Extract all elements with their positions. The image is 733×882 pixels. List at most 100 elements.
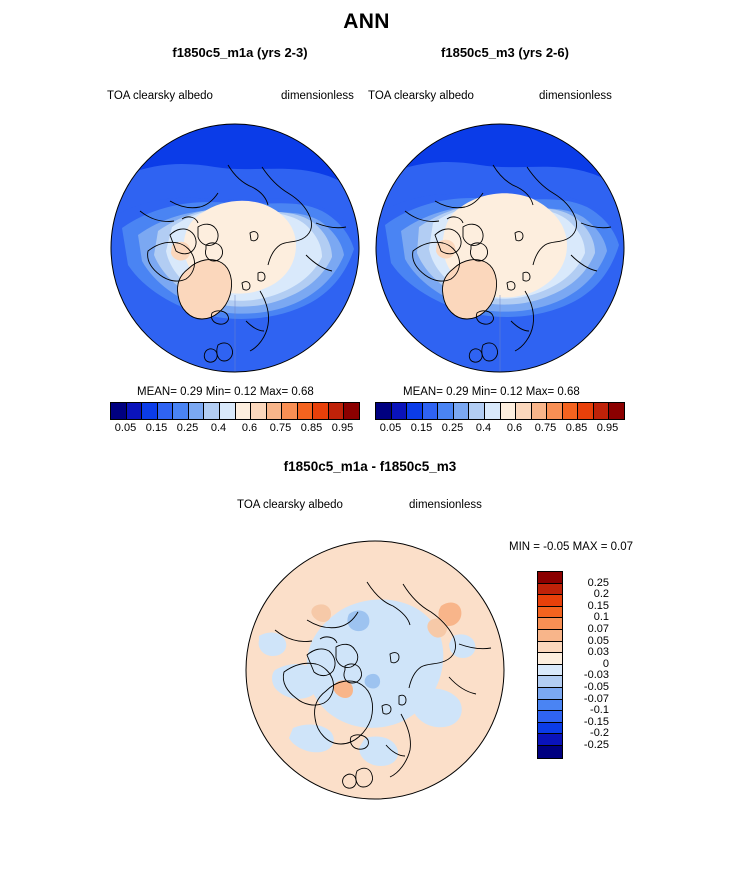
colorbar-swatch: [538, 618, 562, 630]
colorbar-tick-label: 0.6: [241, 422, 258, 434]
polar-map-right: [375, 123, 625, 373]
colorbar-swatch: [547, 403, 563, 419]
colorbar-swatch: [578, 403, 594, 419]
colorbar-tick-label: 0.15: [145, 422, 168, 434]
variable-label-difference: TOA clearsky albedo: [237, 499, 343, 511]
colorbar-swatch: [391, 403, 408, 419]
colorbar-tick-label: 0.1: [593, 611, 609, 624]
units-label-right: dimensionless: [539, 90, 612, 102]
colorbar-tick-label: -0.1: [590, 704, 609, 717]
colorbar-swatch: [142, 403, 158, 419]
colorbar-ticks-left: 0.05 0.15 0.25 0.4 0.6 0.75 0.85 0.95: [110, 422, 358, 438]
colorbar-swatch: [157, 403, 174, 419]
colorbar-swatch: [609, 403, 624, 419]
colorbar-tick-label: 0.4: [210, 422, 227, 434]
colorbar-swatch: [531, 403, 548, 419]
colorbar-swatch: [538, 641, 562, 654]
colorbar-swatch: [173, 403, 189, 419]
colorbar-swatch: [538, 583, 562, 596]
colorbar-swatch: [188, 403, 205, 419]
colorbar-swatch: [538, 734, 562, 746]
colorbar-tick-label: 0.05: [587, 634, 609, 647]
polar-map-left-svg: [110, 123, 360, 373]
colorbar-swatch: [538, 606, 562, 619]
colorbar-swatch: [219, 403, 236, 419]
colorbar-tick-label: -0.2: [590, 727, 609, 740]
colorbar-swatch: [126, 403, 143, 419]
stats-difference: MIN = -0.05 MAX = 0.07: [509, 541, 634, 553]
colorbar-tick-label: 0.15: [410, 422, 433, 434]
variable-label-left: TOA clearsky albedo: [107, 90, 213, 102]
colorbar-swatch: [538, 687, 562, 700]
colorbar-swatch: [538, 595, 562, 607]
colorbar-tick-label: 0.05: [114, 422, 137, 434]
colorbar-swatch: [376, 403, 392, 419]
colorbar-tick-label: 0.75: [534, 422, 557, 434]
colorbar-swatch: [297, 403, 314, 419]
colorbar-swatch: [235, 403, 252, 419]
colorbar-tick-label: 0.25: [441, 422, 464, 434]
colorbar-tick-label: -0.25: [583, 739, 609, 751]
colorbar-tick-label: 0.25: [176, 422, 199, 434]
colorbar-swatch: [111, 403, 127, 419]
colorbar-difference: [537, 571, 563, 759]
colorbar-tick-label: -0.03: [583, 669, 609, 682]
stats-left: MEAN= 0.29 Min= 0.12 Max= 0.68: [137, 386, 314, 398]
panel-title-right: f1850c5_m3 (yrs 2-6): [441, 45, 569, 60]
colorbar-tick-label: -0.15: [583, 715, 609, 728]
colorbar-swatch: [251, 403, 267, 419]
colorbar-ticks-right: 0.05 0.15 0.25 0.4 0.6 0.75 0.85 0.95: [375, 422, 623, 438]
colorbar-swatch: [538, 653, 562, 665]
colorbar-swatch: [422, 403, 439, 419]
variable-label-right: TOA clearsky albedo: [368, 90, 474, 102]
colorbar-swatch: [469, 403, 485, 419]
colorbar-swatch: [593, 403, 610, 419]
colorbar-tick-label: 0.95: [596, 422, 619, 434]
colorbar-swatch: [453, 403, 470, 419]
colorbar-tick-label: 0.75: [269, 422, 292, 434]
panel-title-difference: f1850c5_m1a - f1850c5_m3: [283, 459, 457, 474]
colorbar-tick-label: 0.85: [300, 422, 323, 434]
polar-map-difference-svg: [245, 540, 505, 800]
polar-map-right-svg: [375, 123, 625, 373]
main-title: ANN: [343, 10, 390, 33]
colorbar-tick-label: 0.05: [379, 422, 402, 434]
colorbar-swatch: [407, 403, 423, 419]
stats-right: MEAN= 0.29 Min= 0.12 Max= 0.68: [403, 386, 580, 398]
colorbar-tick-label: 0.07: [587, 623, 609, 635]
colorbar-swatch: [538, 629, 562, 642]
colorbar-swatch: [516, 403, 532, 419]
colorbar-swatch: [500, 403, 517, 419]
panel-title-left: f1850c5_m1a (yrs 2-3): [172, 45, 308, 60]
colorbar-swatch: [538, 745, 562, 758]
colorbar-swatch: [538, 676, 562, 688]
colorbar-swatch: [538, 711, 562, 723]
colorbar-swatch: [328, 403, 345, 419]
colorbar-tick-label: 0.25: [587, 576, 609, 589]
colorbar-tick-label: 0.03: [587, 646, 609, 659]
colorbar-tick-label: -0.07: [583, 692, 609, 705]
colorbar-tick-label: 0.15: [587, 599, 609, 612]
colorbar-tick-label: 0.85: [565, 422, 588, 434]
polar-map-difference: [245, 540, 505, 800]
colorbar-swatch: [538, 664, 562, 677]
colorbar-tick-label: 0.6: [506, 422, 523, 434]
colorbar-swatch: [313, 403, 329, 419]
colorbar-swatch: [538, 699, 562, 712]
colorbar-right: [375, 402, 625, 420]
colorbar-tick-label: 0.95: [331, 422, 354, 434]
colorbar-swatch: [562, 403, 579, 419]
colorbar-left: [110, 402, 360, 420]
colorbar-tick-label: 0.2: [593, 588, 609, 601]
polar-map-left: [110, 123, 360, 373]
colorbar-swatch: [344, 403, 359, 419]
colorbar-swatch: [484, 403, 501, 419]
colorbar-swatch: [538, 722, 562, 735]
units-label-difference: dimensionless: [409, 499, 482, 511]
colorbar-swatch: [204, 403, 220, 419]
colorbar-tick-label: 0.4: [475, 422, 492, 434]
colorbar-swatch: [282, 403, 298, 419]
colorbar-swatch: [538, 572, 562, 584]
colorbar-swatch: [266, 403, 283, 419]
units-label-left: dimensionless: [281, 90, 354, 102]
